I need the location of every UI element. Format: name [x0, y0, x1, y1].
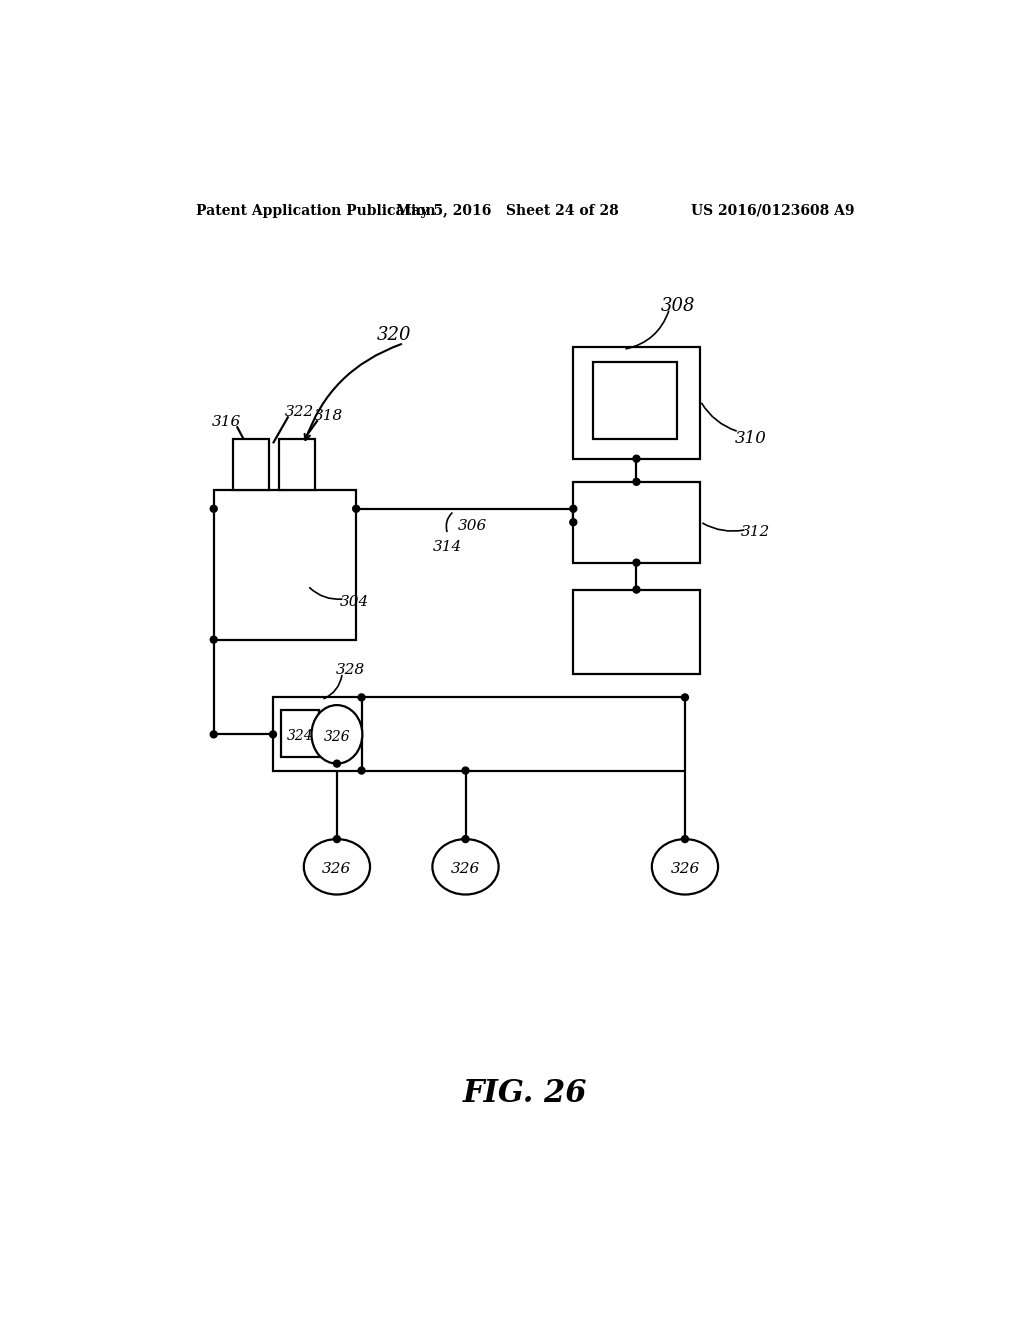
Circle shape [210, 636, 217, 643]
Ellipse shape [432, 840, 499, 895]
Circle shape [462, 836, 469, 842]
Text: 326: 326 [324, 730, 350, 743]
Text: 324: 324 [287, 729, 313, 743]
Circle shape [210, 731, 217, 738]
Circle shape [358, 767, 365, 774]
Text: 328: 328 [336, 663, 366, 677]
Text: 312: 312 [741, 525, 770, 539]
Circle shape [682, 836, 688, 842]
Circle shape [633, 478, 640, 486]
Ellipse shape [311, 705, 362, 763]
Circle shape [569, 506, 577, 512]
Text: 326: 326 [451, 862, 480, 876]
Circle shape [633, 560, 640, 566]
Circle shape [352, 506, 359, 512]
Text: FIG. 26: FIG. 26 [463, 1078, 587, 1109]
Circle shape [269, 731, 276, 738]
Text: 314: 314 [432, 540, 462, 554]
Text: Patent Application Publication: Patent Application Publication [196, 203, 435, 218]
Text: 320: 320 [377, 326, 412, 345]
Text: 308: 308 [660, 297, 695, 315]
Circle shape [210, 506, 217, 512]
Circle shape [334, 760, 340, 767]
Bar [573, 347, 700, 459]
Circle shape [358, 694, 365, 701]
Text: US 2016/0123608 A9: US 2016/0123608 A9 [691, 203, 854, 218]
Bar [593, 363, 677, 440]
Text: 316: 316 [211, 414, 241, 429]
Text: 326: 326 [323, 862, 351, 876]
Ellipse shape [652, 840, 718, 895]
Text: May 5, 2016   Sheet 24 of 28: May 5, 2016 Sheet 24 of 28 [396, 203, 620, 218]
Text: 310: 310 [735, 430, 767, 447]
Bar [273, 697, 361, 771]
Bar [280, 440, 315, 490]
Bar [214, 490, 356, 640]
Text: 304: 304 [340, 595, 370, 609]
Text: 322: 322 [285, 405, 313, 418]
Bar [573, 590, 700, 675]
Circle shape [569, 519, 577, 525]
Circle shape [682, 694, 688, 701]
Bar [573, 482, 700, 562]
Circle shape [633, 586, 640, 593]
Text: 318: 318 [313, 409, 343, 422]
Circle shape [334, 836, 340, 842]
Circle shape [633, 455, 640, 462]
Ellipse shape [304, 840, 370, 895]
Text: 326: 326 [671, 862, 699, 876]
Text: 306: 306 [458, 519, 487, 533]
Circle shape [462, 767, 469, 774]
Bar [233, 440, 269, 490]
Bar [281, 710, 319, 756]
